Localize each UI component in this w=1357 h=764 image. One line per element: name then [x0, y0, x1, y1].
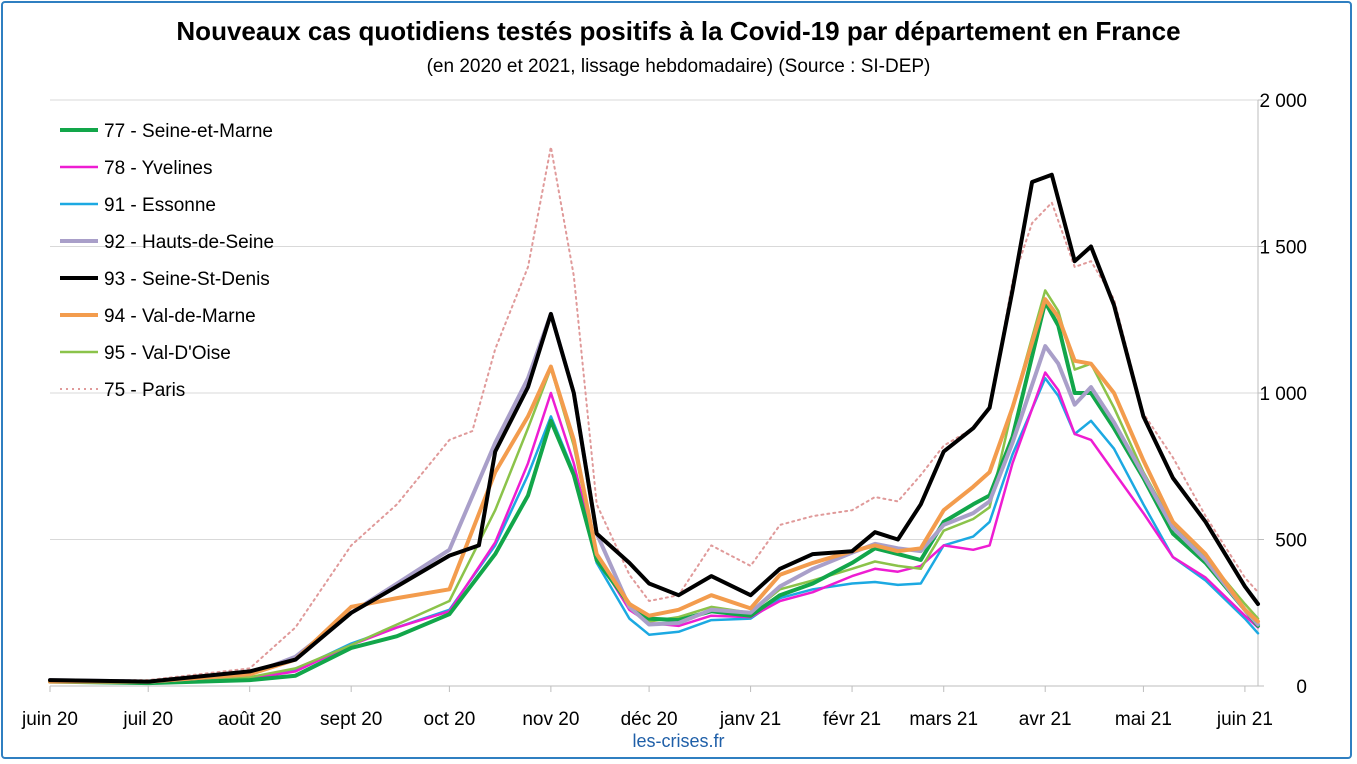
y-tick-label: 1 000 [1259, 384, 1307, 405]
series-lines [48, 145, 1260, 686]
x-tick-label: juin 20 [21, 709, 78, 730]
x-tick-label: nov 20 [522, 709, 579, 730]
y-tick-label: 0 [1296, 677, 1307, 698]
x-axis: juin 20 juil 20 août 20 sept 20 oct 20 nov 20… [21, 686, 1273, 730]
legend-entry: 77 - Seine-et-Marne [104, 121, 273, 142]
x-tick-label: déc 20 [621, 709, 678, 730]
series-line [48, 297, 1260, 684]
legend-entry: 94 - Val-de-Marne [104, 306, 256, 327]
y-axis: 0 500 1 000 1 500 2 000 [1257, 91, 1307, 698]
legend-entry: 75 - Paris [104, 380, 185, 401]
series-line [48, 377, 1260, 685]
legend-entry: 95 - Val-D'Oise [104, 343, 231, 364]
x-tick-label: sept 20 [320, 709, 382, 730]
y-tick-label: 500 [1275, 531, 1307, 552]
legend-entry: 78 - Yvelines [104, 158, 212, 179]
x-tick-label: janv 21 [719, 709, 781, 730]
x-tick-label: mars 21 [909, 709, 978, 730]
chart-subtitle: (en 2020 et 2021, lissage hebdomadaire) … [426, 56, 931, 77]
series-line [48, 300, 1260, 686]
series-line [48, 311, 1260, 684]
series-line [48, 371, 1260, 685]
x-tick-label: févr 21 [823, 709, 881, 730]
gridlines [50, 99, 1258, 687]
x-tick-label: juil 20 [122, 709, 173, 730]
y-tick-label: 1 500 [1259, 238, 1307, 259]
chart-title: Nouveaux cas quotidiens testés positifs … [176, 16, 1181, 46]
x-tick-label: oct 20 [424, 709, 476, 730]
series-line [48, 172, 1260, 684]
y-tick-label: 2 000 [1259, 91, 1307, 112]
legend: 77 - Seine-et-Marne 78 - Yvelines 91 - Ess… [60, 121, 274, 401]
chart-credit: les-crises.fr [632, 731, 725, 751]
legend-entry: 93 - Seine-St-Denis [104, 269, 270, 290]
x-tick-label: août 20 [218, 709, 281, 730]
x-tick-label: juin 21 [1216, 709, 1273, 730]
legend-entry: 91 - Essonne [104, 195, 216, 216]
x-tick-label: mai 21 [1115, 709, 1172, 730]
legend-entry: 92 - Hauts-de-Seine [104, 232, 274, 253]
x-tick-label: avr 21 [1019, 709, 1072, 730]
series-line [49, 145, 1259, 682]
